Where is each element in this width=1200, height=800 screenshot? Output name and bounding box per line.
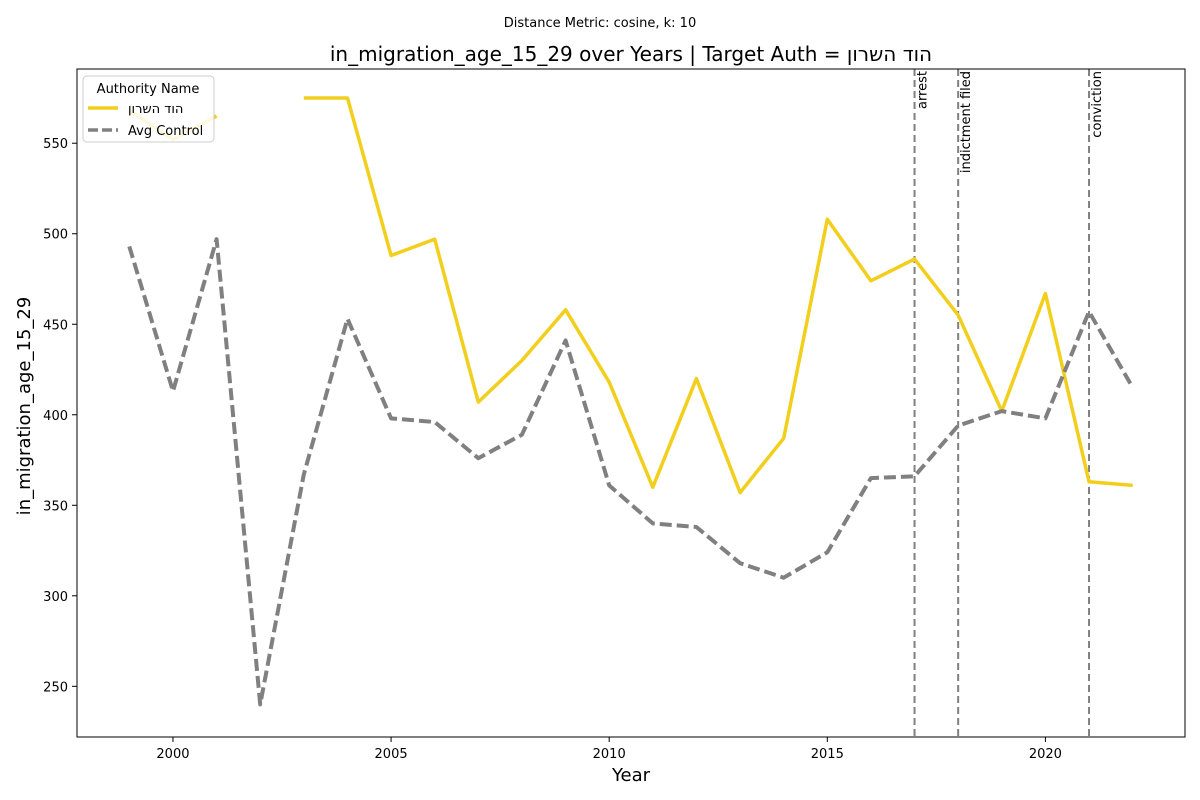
legend: Authority Name הוד השרון Avg Control bbox=[82, 75, 215, 143]
x-tick-label-1: 2005 bbox=[375, 747, 408, 762]
chart-title: in_migration_age_15_29 over Years | Targ… bbox=[330, 42, 932, 66]
x-axis-ticks: 2000 2005 2010 2015 2020 bbox=[156, 737, 1062, 762]
y-tick-label-3: 400 bbox=[43, 409, 68, 424]
legend-title: Authority Name bbox=[97, 82, 200, 97]
chart-suptitle: Distance Metric: cosine, k: 10 bbox=[504, 16, 696, 31]
y-tick-label-0: 250 bbox=[43, 680, 68, 695]
target-series-segment-1 bbox=[303, 96, 1133, 495]
event-label-1: indictment filed bbox=[959, 71, 974, 173]
legend-label-control: Avg Control bbox=[128, 124, 203, 139]
legend-label-target: הוד השרון bbox=[128, 102, 183, 117]
y-tick-label-2: 350 bbox=[43, 499, 68, 514]
event-label-0: arrest bbox=[916, 71, 931, 109]
event-label-2: conviction bbox=[1090, 71, 1105, 138]
y-tick-label-5: 500 bbox=[43, 228, 68, 243]
control-series-segment-0 bbox=[127, 237, 1135, 707]
x-tick-label-0: 2000 bbox=[156, 747, 189, 762]
x-axis-label: Year bbox=[611, 765, 651, 786]
y-tick-label-4: 450 bbox=[43, 318, 68, 333]
x-tick-label-2: 2010 bbox=[593, 747, 626, 762]
axes-frame bbox=[76, 68, 1186, 738]
plot-marks bbox=[127, 69, 1135, 737]
y-tick-label-1: 300 bbox=[43, 590, 68, 605]
plot-area: arrest indictment filed conviction bbox=[76, 68, 1186, 738]
x-tick-label-4: 2020 bbox=[1029, 747, 1062, 762]
y-tick-label-6: 550 bbox=[43, 137, 68, 152]
x-tick-label-3: 2015 bbox=[811, 747, 844, 762]
y-axis-label: in_migration_age_15_29 bbox=[14, 297, 35, 516]
legend-box bbox=[82, 75, 215, 143]
y-axis-ticks: 250 300 350 400 450 500 550 bbox=[43, 137, 77, 695]
